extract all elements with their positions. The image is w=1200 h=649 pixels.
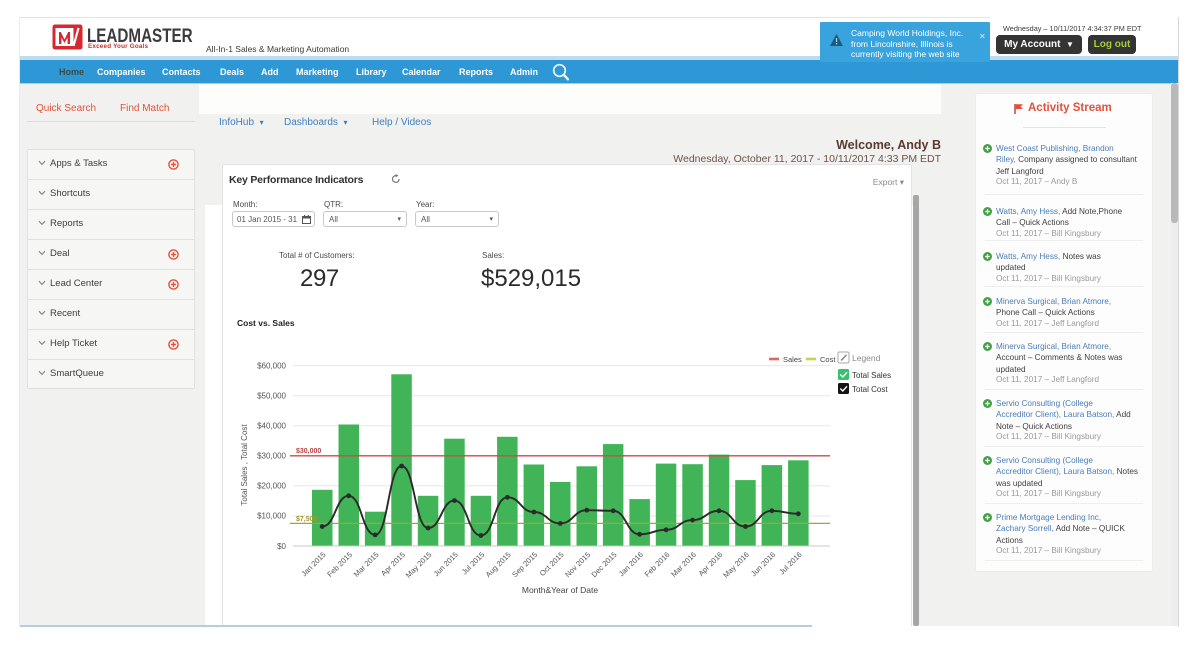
svg-text:Jul 2016: Jul 2016 [777,550,803,576]
svg-text:Jan 2016: Jan 2016 [617,550,645,578]
svg-text:$40,000: $40,000 [257,422,286,431]
svg-text:May 2016: May 2016 [721,550,751,580]
svg-text:Mar 2016: Mar 2016 [669,550,698,579]
svg-text:Total Cost: Total Cost [852,385,888,394]
svg-text:Jun 2015: Jun 2015 [432,550,460,578]
svg-text:Apr 2016: Apr 2016 [697,550,725,578]
svg-text:Feb 2015: Feb 2015 [325,550,354,579]
svg-text:May 2015: May 2015 [404,550,434,580]
svg-text:Sep 2015: Sep 2015 [510,550,539,579]
svg-text:Total Sales , Total Cost: Total Sales , Total Cost [240,424,249,506]
svg-text:$20,000: $20,000 [257,482,286,491]
svg-text:Mar 2015: Mar 2015 [352,550,381,579]
svg-text:Total Sales: Total Sales [852,371,891,380]
svg-text:Oct 2015: Oct 2015 [538,550,566,578]
svg-text:Cost: Cost [820,355,836,364]
svg-text:$60,000: $60,000 [257,361,286,370]
svg-text:Jul 2015: Jul 2015 [460,550,486,576]
svg-text:Apr 2015: Apr 2015 [379,550,407,578]
svg-text:Dec 2015: Dec 2015 [590,550,619,579]
svg-text:Feb 2016: Feb 2016 [643,550,672,579]
svg-text:Aug 2015: Aug 2015 [484,550,513,579]
svg-text:$0: $0 [277,542,286,551]
svg-text:$7,500: $7,500 [296,516,318,523]
svg-text:Jun 2016: Jun 2016 [749,550,777,578]
svg-text:Sales: Sales [783,355,802,364]
svg-text:Legend: Legend [852,353,881,363]
svg-text:$30,000: $30,000 [296,448,321,455]
svg-text:Month&Year of Date: Month&Year of Date [522,585,599,595]
svg-text:Nov 2015: Nov 2015 [563,550,592,579]
svg-text:$10,000: $10,000 [257,512,286,521]
svg-text:$30,000: $30,000 [257,452,286,461]
svg-text:$50,000: $50,000 [257,392,286,401]
svg-text:Jan 2015: Jan 2015 [299,550,327,578]
